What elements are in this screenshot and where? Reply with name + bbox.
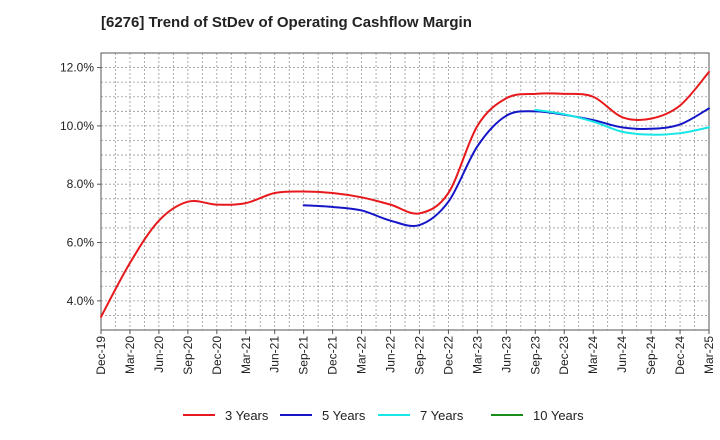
- x-tick-label: Mar-24: [586, 336, 600, 374]
- x-tick-label: Dec-20: [210, 336, 224, 375]
- x-tick-label: Sep-22: [412, 336, 426, 375]
- plot-area: [101, 53, 709, 330]
- x-tick-label: Mar-23: [470, 336, 484, 374]
- series-line-7-years: [534, 108, 710, 136]
- x-tick-label: Sep-21: [297, 336, 311, 375]
- y-tick-label: 12.0%: [60, 61, 94, 75]
- legend-label: 7 Years: [420, 408, 464, 423]
- plot-border: [100, 52, 710, 331]
- x-tick-label: Jun-20: [152, 336, 166, 373]
- x-tick-label: Jun-21: [268, 336, 282, 373]
- y-tick-label: 6.0%: [67, 236, 95, 250]
- y-tick-label: 4.0%: [67, 294, 95, 308]
- x-tick-label: Dec-19: [94, 336, 108, 375]
- x-tick-label: Sep-23: [528, 336, 542, 375]
- x-tick-label: Sep-20: [181, 336, 195, 375]
- x-tick-label: Sep-24: [644, 336, 658, 375]
- x-tick-label: Mar-25: [702, 336, 716, 374]
- x-tick-label: Jun-23: [499, 336, 513, 373]
- x-tick-label: Mar-22: [355, 336, 369, 374]
- x-tick-label: Dec-21: [326, 336, 340, 375]
- legend-label: 3 Years: [225, 408, 269, 423]
- y-tick-label: 8.0%: [67, 177, 95, 191]
- legend-label: 10 Years: [533, 408, 584, 423]
- x-tick-label: Dec-22: [441, 336, 455, 375]
- x-tick-label: Mar-21: [239, 336, 253, 374]
- chart-title: [6276] Trend of StDev of Operating Cashf…: [101, 14, 472, 31]
- series-line-5-years: [302, 107, 710, 228]
- x-tick-label: Dec-23: [557, 336, 571, 375]
- x-tick-label: Jun-22: [384, 336, 398, 373]
- x-tick-label: Jun-24: [615, 336, 629, 373]
- x-tick-label: Mar-20: [123, 336, 137, 374]
- series-line-3-years: [100, 70, 710, 318]
- x-tick-label: Dec-24: [673, 336, 687, 375]
- y-tick-label: 10.0%: [60, 119, 94, 133]
- legend-label: 5 Years: [322, 408, 366, 423]
